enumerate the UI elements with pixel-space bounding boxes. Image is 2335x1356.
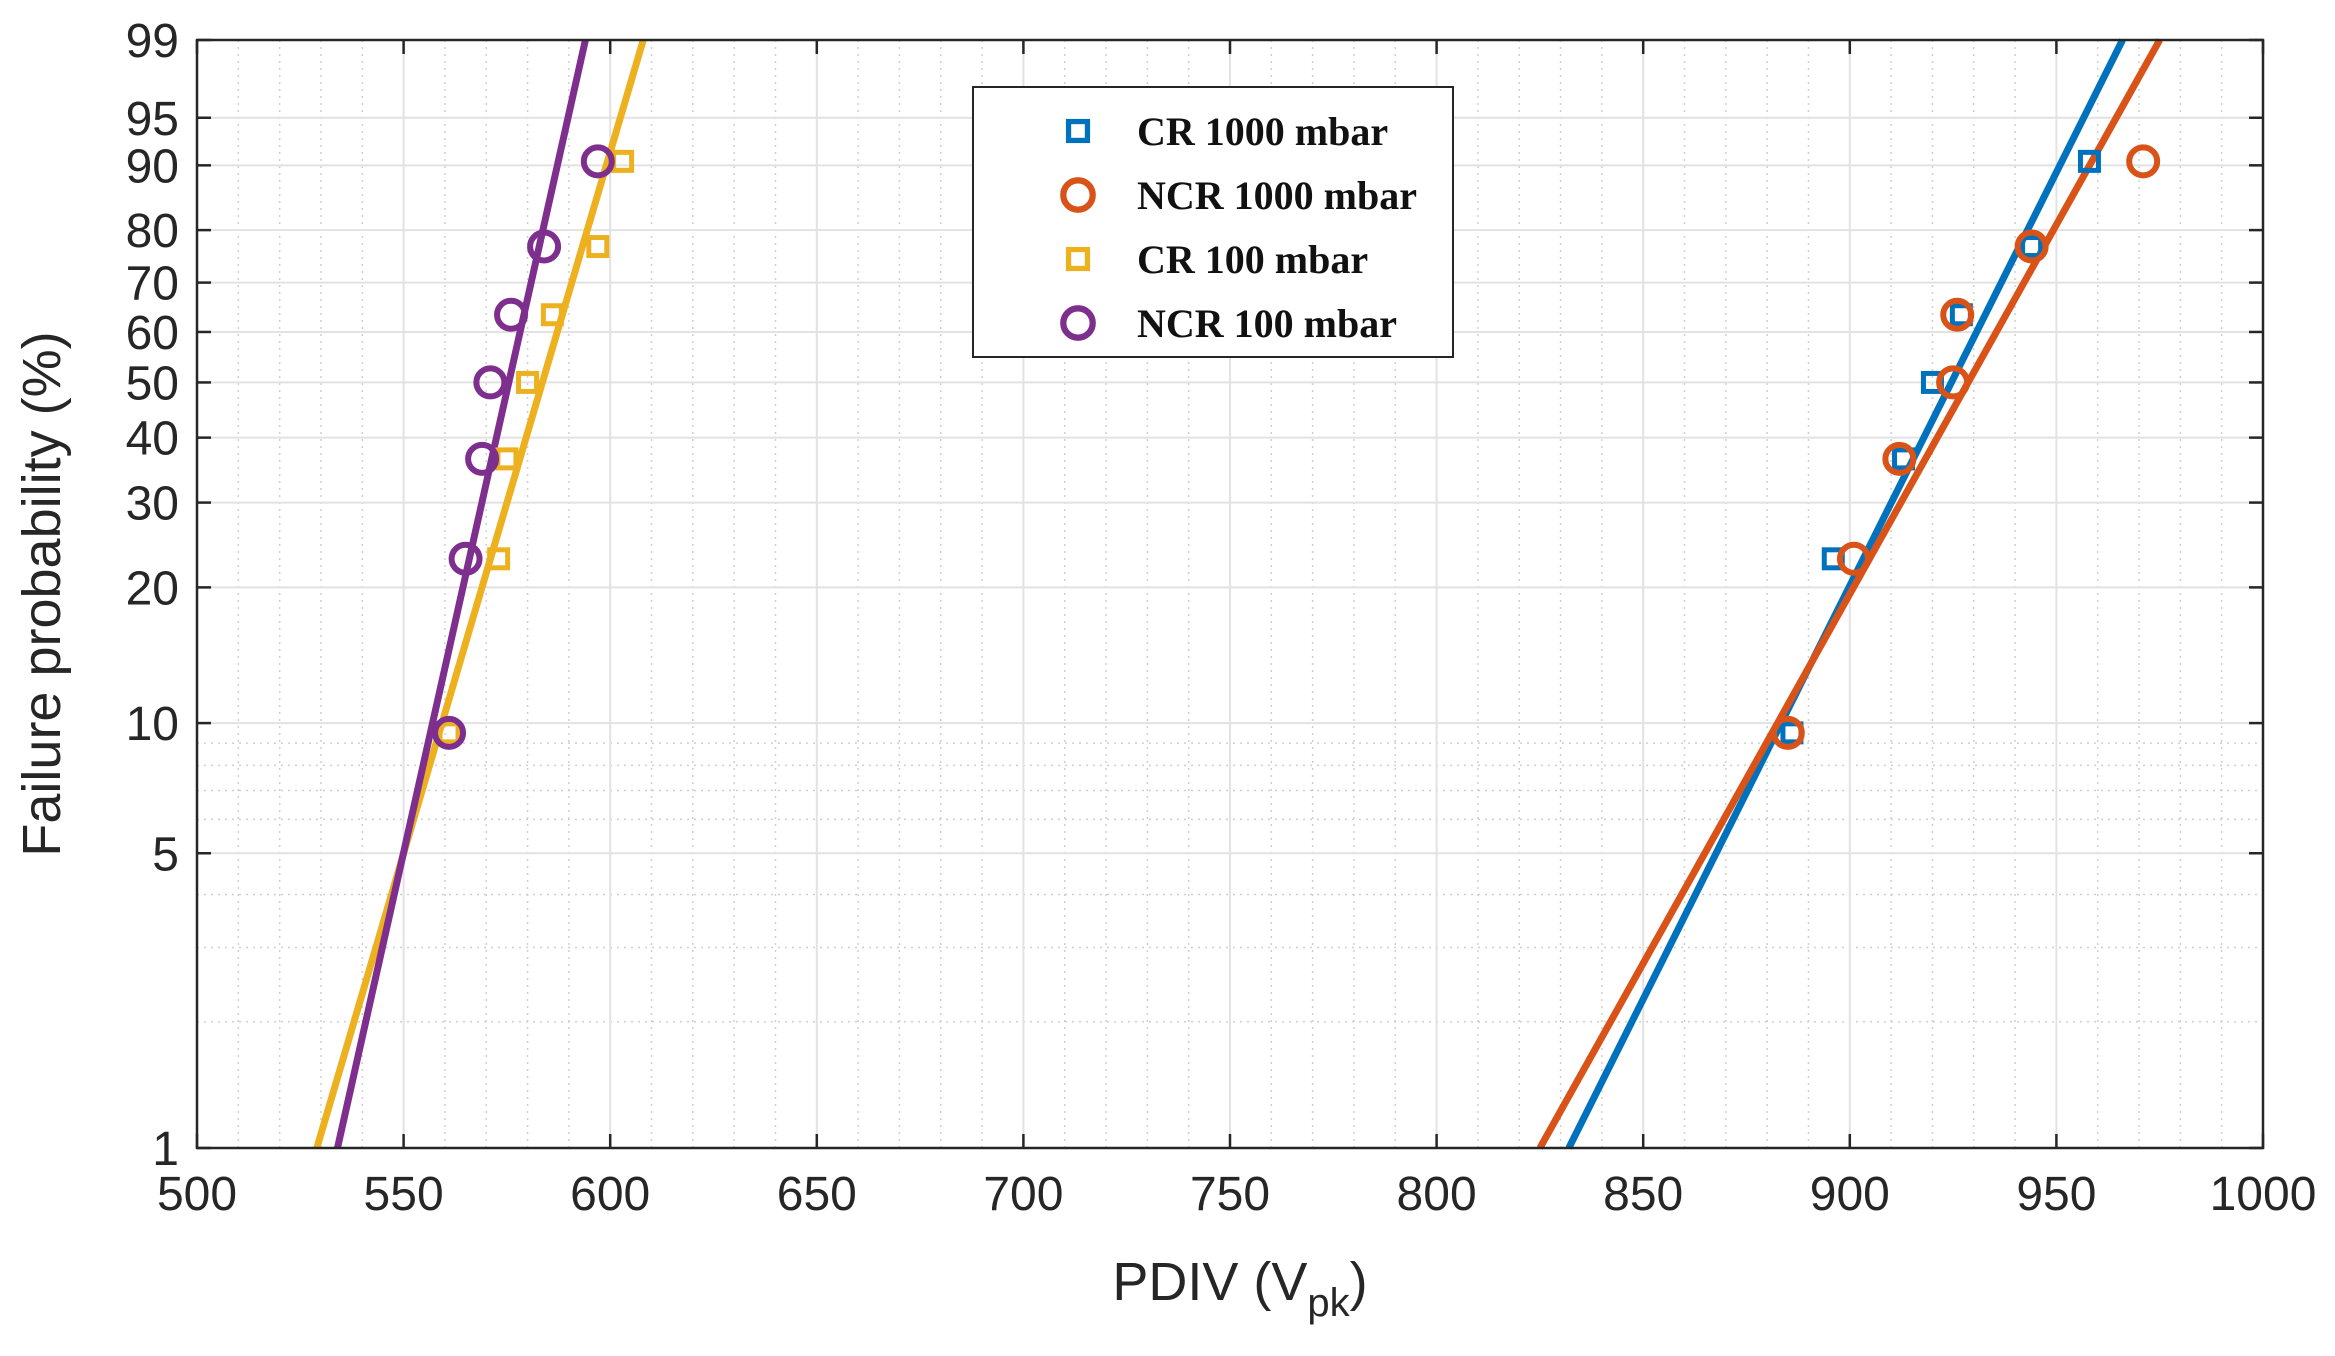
fit-line [1536, 38, 2163, 1150]
x-tick-label: 650 [777, 1168, 857, 1221]
data-point [437, 721, 461, 745]
x-tick-label: 700 [983, 1168, 1063, 1221]
axis-ticks: 500 550 600 650 700 750 800 850 900 950 1000 1 5 10 20… [126, 15, 2317, 1221]
y-tick-label: 99 [126, 15, 179, 68]
legend-label: CR 1000 mbar [1137, 109, 1388, 154]
x-axis-label: PDIV (Vpk) [1112, 1252, 1367, 1325]
x-tick-label: 750 [1190, 1168, 1270, 1221]
y-tick-label: 80 [126, 205, 179, 258]
data-point [2126, 144, 2161, 179]
x-tick-label: 600 [570, 1168, 650, 1221]
data-point [2014, 229, 2049, 264]
x-tick-label: 500 [157, 1168, 237, 1221]
x-tick-label: 1000 [2210, 1168, 2317, 1221]
y-tick-label: 1 [152, 1123, 179, 1176]
data-point [1936, 365, 1971, 400]
data-point [448, 541, 483, 576]
x-axis-label-subscript: pk [1307, 1281, 1350, 1325]
y-tick-label: 95 [126, 93, 179, 146]
y-axis-label: Failure probability (%) [12, 331, 72, 856]
legend-marker [1065, 118, 1091, 144]
y-tick-label: 10 [126, 698, 179, 751]
x-tick-label: 950 [2016, 1168, 2096, 1221]
legend-label: NCR 100 mbar [1137, 301, 1397, 346]
data-point [2077, 149, 2101, 173]
x-tick-label: 550 [364, 1168, 444, 1221]
data-point [1836, 541, 1871, 576]
legend-entries: CR 1000 mbar NCR 1000 mbar CR 100 mbar NCR … [1060, 109, 1417, 346]
y-tick-label: 50 [126, 357, 179, 410]
fit-line [334, 39, 589, 1149]
data-point [527, 229, 562, 264]
data-point [1882, 441, 1917, 476]
y-tick-label: 90 [126, 140, 179, 193]
data-point [1940, 297, 1975, 332]
data-point [2020, 235, 2044, 259]
data-point [1770, 715, 1805, 750]
data-point [580, 144, 615, 179]
fit-line [313, 39, 647, 1149]
x-axis-label-main: PDIV (V [1112, 1252, 1307, 1312]
x-tick-label: 850 [1603, 1168, 1683, 1221]
data-point [516, 370, 540, 394]
fit-lines [313, 38, 2163, 1150]
x-tick-label: 800 [1397, 1168, 1477, 1221]
legend-marker [1065, 246, 1091, 272]
x-tick-label: 900 [1810, 1168, 1890, 1221]
y-tick-label: 60 [126, 307, 179, 360]
x-axis-label-close: ) [1350, 1252, 1368, 1312]
legend-label: NCR 1000 mbar [1137, 173, 1417, 218]
y-tick-label: 40 [126, 413, 179, 466]
data-point [586, 235, 610, 259]
y-tick-label: 5 [152, 828, 179, 881]
data-markers [432, 144, 2161, 750]
y-tick-label: 30 [126, 478, 179, 531]
legend-marker [1060, 177, 1096, 213]
legend-marker [1060, 305, 1096, 341]
fit-line [1565, 38, 2126, 1150]
y-tick-label: 20 [126, 562, 179, 615]
data-point [465, 441, 500, 476]
data-point [540, 303, 564, 327]
legend-label: CR 100 mbar [1137, 237, 1368, 282]
legend: CR 1000 mbar NCR 1000 mbar CR 100 mbar NCR … [972, 86, 1454, 358]
data-point [494, 297, 529, 332]
y-tick-label: 70 [126, 258, 179, 311]
data-point [473, 365, 508, 400]
data-point [487, 547, 511, 571]
legend-box [972, 86, 1454, 358]
data-point [432, 715, 467, 750]
